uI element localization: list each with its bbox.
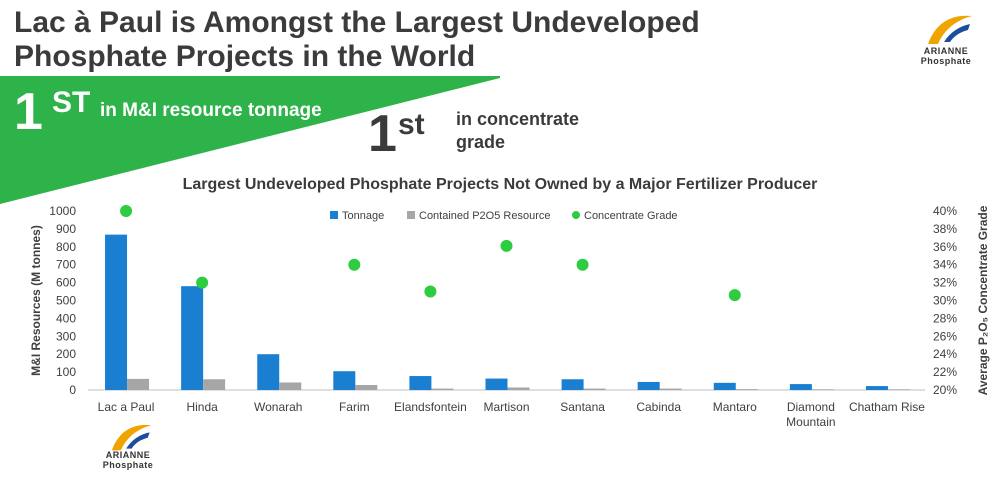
x-tick-label: Martison [483, 400, 529, 414]
y2-tick-label: 26% [933, 329, 957, 343]
arianne-logo-bottom: ARIANNE Phosphate [92, 418, 164, 474]
concentrate-grade-point [120, 205, 133, 217]
legend-label-tonnage: Tonnage [342, 210, 384, 222]
y2-axis-label: Average P₂O₅ Concentrate Grade [976, 205, 990, 395]
page-title-line2: Phosphate Projects in the World [14, 40, 476, 73]
logo-text-phosphate: Phosphate [920, 56, 972, 66]
y-tick-label: 900 [56, 222, 76, 236]
legend-label-grade: Concentrate Grade [584, 210, 678, 222]
arianne-logo-top: ARIANNE Phosphate [910, 8, 982, 70]
contained-p2o5-bar [659, 388, 682, 390]
x-tick-label: Lac a Paul [98, 400, 155, 414]
logo-text-arianne: ARIANNE [105, 450, 151, 460]
y2-tick-label: 30% [933, 294, 957, 308]
highlight2-text-line1: in concentrate [456, 109, 580, 129]
y-tick-label: 400 [56, 311, 76, 325]
y-tick-label: 100 [56, 365, 76, 379]
tonnage-bar [485, 378, 508, 390]
x-tick-label: Farim [339, 400, 370, 414]
y-tick-label: 800 [56, 240, 76, 254]
legend-label-contained: Contained P2O5 Resource [419, 210, 550, 222]
tonnage-bar [865, 386, 888, 390]
tonnage-bar [561, 379, 584, 390]
logo-text-arianne: ARIANNE [923, 46, 969, 56]
x-tick-label: Chatham Rise [849, 400, 925, 414]
y2-tick-label: 34% [933, 258, 957, 272]
concentrate-grade-point [424, 285, 437, 298]
y2-tick-label: 24% [933, 347, 957, 361]
highlight1-number: 1 [14, 83, 43, 141]
y-tick-label: 700 [56, 258, 76, 272]
legend-swatch-contained [407, 211, 415, 219]
x-tick-label: Wonarah [254, 400, 302, 414]
y2-tick-label: 36% [933, 240, 957, 254]
y-tick-label: 0 [69, 383, 76, 397]
arianne-swoosh-icon [928, 15, 972, 44]
concentrate-grade-point [500, 239, 513, 252]
green-banner [0, 76, 500, 204]
concentrate-grade-point [576, 258, 589, 271]
page-title: Lac à Paul is Amongst the Largest Undeve… [14, 6, 700, 74]
page-title-line1: Lac à Paul is Amongst the Largest Undeve… [14, 6, 700, 39]
x-tick-label: Mantaro [713, 400, 757, 414]
y2-tick-label: 32% [933, 276, 957, 290]
highlight2-text-line2: grade [456, 132, 506, 152]
concentrate-grade-point [728, 289, 741, 302]
y2-tick-label: 20% [933, 383, 957, 397]
y-tick-label: 1000 [49, 204, 76, 218]
x-tick-label: Diamond [787, 400, 835, 414]
contained-p2o5-bar [431, 388, 454, 390]
arianne-swoosh-icon [111, 424, 152, 451]
y-axis-label: M&I Resources (M tonnes) [29, 225, 43, 376]
concentrate-grade-point [348, 258, 361, 271]
y2-tick-label: 22% [933, 365, 957, 379]
contained-p2o5-bar [203, 379, 226, 390]
tonnage-bar [713, 382, 736, 390]
contained-p2o5-bar [279, 382, 302, 390]
highlight2-text: in concentrate grade [456, 108, 616, 154]
tonnage-bar [333, 371, 356, 390]
y2-tick-label: 38% [933, 222, 957, 236]
contained-p2o5-bar [507, 387, 530, 390]
tonnage-bar [409, 376, 432, 390]
contained-p2o5-bar [735, 389, 758, 390]
chart-title: Largest Undeveloped Phosphate Projects N… [182, 176, 818, 193]
tonnage-bar [181, 286, 204, 390]
contained-p2o5-bar [811, 389, 834, 390]
logo-text-phosphate: Phosphate [102, 460, 154, 470]
tonnage-bar [789, 384, 812, 390]
contained-p2o5-bar [887, 389, 910, 390]
x-tick-label: Hinda [186, 400, 218, 414]
contained-p2o5-bar [355, 384, 378, 390]
concentrate-grade-point [196, 276, 209, 289]
x-tick-label: Santana [560, 400, 605, 414]
y-tick-label: 600 [56, 276, 76, 290]
highlight2-suffix: st [398, 108, 425, 141]
y-tick-label: 300 [56, 329, 76, 343]
y-tick-label: 200 [56, 347, 76, 361]
contained-p2o5-bar [127, 378, 150, 390]
highlight1-text: in M&I resource tonnage [100, 100, 322, 121]
legend-swatch-tonnage [330, 211, 338, 219]
tonnage-bar [257, 354, 280, 390]
highlight2-number: 1 [368, 105, 397, 163]
contained-p2o5-bar [583, 388, 606, 390]
tonnage-bar [105, 234, 128, 390]
x-tick-label: Cabinda [636, 400, 681, 414]
y-tick-label: 500 [56, 294, 76, 308]
y2-tick-label: 40% [933, 204, 957, 218]
tonnage-bar [637, 381, 660, 390]
legend-swatch-grade [572, 211, 580, 219]
x-tick-label: Mountain [786, 415, 835, 429]
x-tick-label: Elandsfontein [394, 400, 467, 414]
highlight1-suffix: ST [52, 86, 91, 119]
y2-tick-label: 28% [933, 311, 957, 325]
